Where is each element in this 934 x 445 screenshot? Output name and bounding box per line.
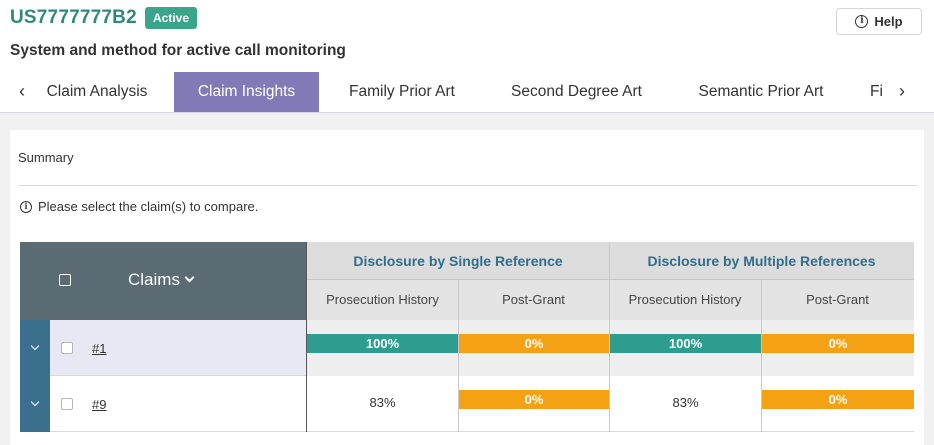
column-divider: [306, 242, 307, 432]
expand-row-button[interactable]: [20, 320, 50, 376]
chevron-left-icon[interactable]: ‹: [19, 81, 25, 101]
select-notice: i Please select the claim(s) to compare.: [20, 199, 258, 214]
metric-value: 83%: [672, 395, 699, 410]
metric-value: 83%: [369, 395, 396, 410]
metric-bar: 0%: [459, 390, 609, 409]
column-header: Prosecution History: [609, 280, 761, 320]
chevron-down-icon: [30, 341, 40, 351]
expand-row-button[interactable]: [20, 376, 50, 432]
chevron-down-icon: [30, 397, 40, 407]
select-notice-text: Please select the claim(s) to compare.: [38, 199, 259, 214]
claims-header: Claims: [20, 242, 307, 320]
tab-claim-insights[interactable]: Claim Insights: [174, 72, 319, 112]
info-circle-icon: i: [855, 15, 869, 28]
tab-family-prior-art[interactable]: Family Prior Art: [349, 83, 455, 100]
row-checkbox[interactable]: [61, 342, 73, 354]
metric-bar: 0%: [762, 390, 914, 409]
claims-sort-button[interactable]: Claims: [128, 270, 195, 290]
column-header: Post-Grant: [458, 280, 609, 320]
claims-header-label: Claims: [128, 270, 180, 289]
page-header: US7777777B2 Active i Help System and met…: [0, 0, 934, 72]
claim-link[interactable]: #9: [92, 397, 107, 412]
tab-second-degree-art[interactable]: Second Degree Art: [511, 83, 642, 100]
row-checkbox[interactable]: [61, 398, 73, 410]
patent-title: System and method for active call monito…: [10, 42, 346, 59]
group-header-single: Disclosure by Single Reference: [307, 242, 609, 280]
column-divider: [458, 280, 459, 432]
column-header: Prosecution History: [307, 280, 458, 320]
tab-claim-analysis[interactable]: Claim Analysis: [46, 83, 148, 100]
column-divider: [761, 280, 762, 432]
info-circle-icon: i: [20, 200, 32, 213]
tab-truncated[interactable]: Fi: [870, 83, 883, 100]
tab-semantic-prior-art[interactable]: Semantic Prior Art: [698, 83, 824, 100]
claims-table: Claims Disclosure by Single Reference Di…: [20, 242, 914, 432]
claim-link[interactable]: #1: [92, 341, 107, 356]
column-header: Post-Grant: [761, 280, 914, 320]
chevron-down-icon: [184, 272, 195, 283]
patent-number: US7777777B2: [10, 7, 137, 28]
column-divider: [609, 242, 610, 432]
table-row[interactable]: #9 83% 0% 83% 0%: [20, 376, 914, 432]
metric-bar: 0%: [459, 334, 609, 353]
chevron-right-icon[interactable]: ›: [899, 81, 905, 101]
summary-heading: Summary: [18, 150, 74, 165]
group-header-multiple: Disclosure by Multiple References: [609, 242, 914, 280]
tab-bar: ‹ Claim Analysis Claim Insights Family P…: [0, 72, 934, 113]
metric-bar: 0%: [762, 334, 914, 353]
status-badge: Active: [145, 7, 198, 29]
select-all-checkbox[interactable]: [59, 274, 71, 286]
divider: [18, 185, 918, 186]
help-button[interactable]: i Help: [836, 8, 922, 35]
metric-bar: 100%: [307, 334, 458, 353]
metric-bar: 100%: [610, 334, 761, 353]
table-row[interactable]: #1 100% 0% 100% 0%: [20, 320, 914, 376]
help-button-label: Help: [874, 14, 903, 29]
